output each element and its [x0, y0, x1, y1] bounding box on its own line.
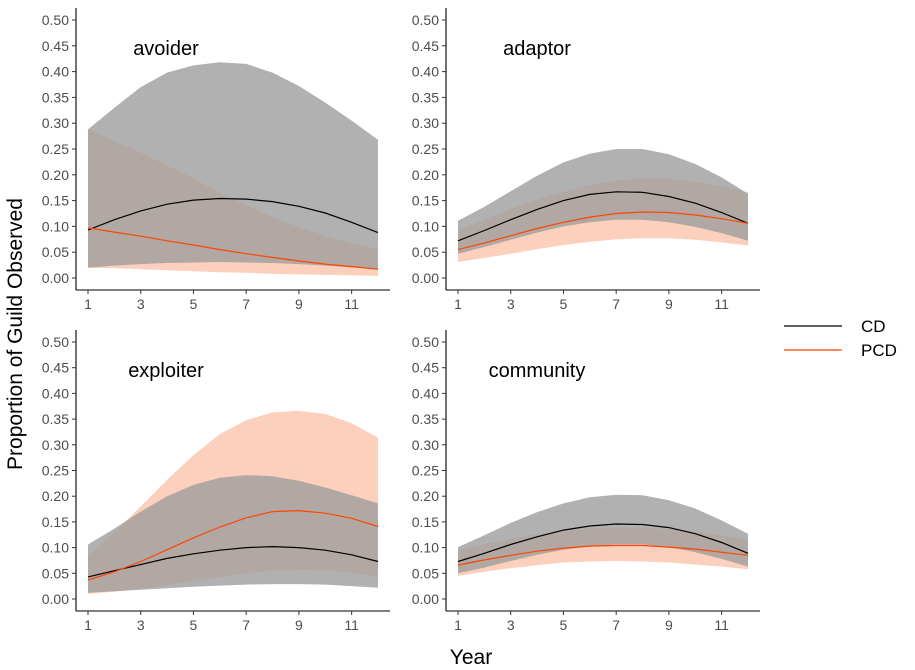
y-tick-label: 0.20	[42, 488, 69, 504]
panel-title: community	[489, 360, 586, 382]
y-tick-label: 0.50	[42, 12, 69, 28]
y-tick-label: 0.30	[42, 437, 69, 453]
y-tick-label: 0.25	[42, 463, 69, 479]
x-tick-label: 11	[344, 296, 359, 312]
y-tick-label: 0.05	[42, 565, 69, 581]
line-pcd-avoider	[87, 227, 379, 270]
x-tick-label: 11	[714, 296, 729, 312]
y-tick-label: 0.10	[42, 218, 69, 234]
panel-exploiter: 0.00 0.05 0.10 0.15 0.20 0.25 0.30 0.35 0.40 0.45…	[42, 330, 390, 633]
x-axis-title: Year	[450, 646, 492, 669]
y-tick-label: 0.25	[412, 141, 439, 157]
panel-title: adaptor	[503, 38, 571, 60]
ribbon-cd-community	[458, 494, 748, 574]
y-tick-label: 0.35	[412, 89, 439, 105]
y-tick-label: 0.30	[412, 115, 439, 131]
line-pcd-community	[457, 544, 749, 566]
panel-title: exploiter	[128, 360, 204, 382]
legend-label-cd: CD	[861, 317, 886, 336]
y-tick-label: 0.25	[42, 141, 69, 157]
y-tick-label: 0.50	[412, 334, 439, 350]
x-tick-label: 5	[190, 296, 198, 312]
y-tick-label: 0.10	[412, 540, 439, 556]
y-tick-label: 0.00	[42, 591, 69, 607]
y-tick-label: 0.40	[412, 385, 439, 401]
x-tick-label: 5	[560, 296, 568, 312]
y-tick-label: 0.45	[412, 360, 439, 376]
y-tick-label: 0.30	[42, 115, 69, 131]
x-tick-label: 7	[612, 617, 620, 633]
y-tick-label: 0.15	[412, 193, 439, 209]
y-tick-label: 0.15	[42, 193, 69, 209]
x-tick-label: 1	[84, 296, 92, 312]
y-tick-label: 0.10	[42, 540, 69, 556]
y-tick-label: 0.00	[412, 270, 439, 286]
x-tick-label: 1	[454, 617, 462, 633]
panel-avoider: 0.00 0.05 0.10 0.15 0.20 0.25 0.30 0.35 0.40 0.45…	[42, 8, 390, 312]
x-tick-label: 1	[454, 296, 462, 312]
y-tick-label: 0.40	[42, 64, 69, 80]
y-tick-label: 0.40	[412, 64, 439, 80]
x-tick-label: 9	[665, 617, 673, 633]
x-tick-label: 11	[344, 617, 359, 633]
y-tick-label: 0.35	[42, 411, 69, 427]
y-tick-label: 0.45	[412, 38, 439, 54]
line-pcd-exploiter	[87, 509, 379, 581]
panel-community: 0.00 0.05 0.10 0.15 0.20 0.25 0.30 0.35 0.40 0.45…	[412, 330, 760, 633]
x-tick-label: 3	[507, 296, 515, 312]
x-tick-label: 11	[714, 617, 729, 633]
y-axis-title: Proportion of Guild Observed	[4, 198, 27, 470]
chart-panels: 0.00 0.05 0.10 0.15 0.20 0.25 0.30 0.35 0.40 0.45…	[42, 8, 760, 633]
line-pcd-adaptor	[457, 211, 749, 251]
line-cd-community	[457, 523, 749, 563]
line-cd-avoider	[87, 197, 379, 234]
y-tick-label: 0.20	[412, 488, 439, 504]
x-tick-label: 9	[295, 296, 303, 312]
x-tick-label: 9	[295, 617, 303, 633]
y-tick-label: 0.20	[42, 167, 69, 183]
x-tick-label: 3	[507, 617, 515, 633]
ribbon-cd-adaptor	[458, 149, 748, 254]
y-tick-label: 0.45	[42, 360, 69, 376]
ribbon-cd-exploiter	[88, 475, 378, 593]
ribbon-cd-avoider	[88, 62, 378, 269]
panel-title: avoider	[133, 38, 199, 60]
line-cd-exploiter	[87, 545, 379, 578]
y-tick-label: 0.15	[42, 514, 69, 530]
y-tick-label: 0.35	[412, 411, 439, 427]
x-tick-label: 5	[560, 617, 568, 633]
y-tick-label: 0.50	[412, 12, 439, 28]
x-tick-label: 3	[137, 296, 145, 312]
legend-label-pcd: PCD	[861, 341, 897, 360]
y-tick-label: 0.35	[42, 89, 69, 105]
y-tick-label: 0.40	[42, 385, 69, 401]
y-tick-label: 0.45	[42, 38, 69, 54]
y-tick-label: 0.05	[412, 565, 439, 581]
x-tick-label: 7	[242, 296, 250, 312]
x-tick-label: 7	[612, 296, 620, 312]
panel-adaptor: 0.00 0.05 0.10 0.15 0.20 0.25 0.30 0.35 0.40 0.45…	[412, 8, 760, 312]
x-tick-label: 1	[84, 617, 92, 633]
y-tick-label: 0.50	[42, 334, 69, 350]
x-tick-label: 7	[242, 617, 250, 633]
y-tick-label: 0.15	[412, 514, 439, 530]
y-tick-label: 0.05	[42, 244, 69, 260]
y-tick-label: 0.25	[412, 463, 439, 479]
y-tick-label: 0.10	[412, 218, 439, 234]
y-tick-label: 0.05	[412, 244, 439, 260]
y-tick-label: 0.00	[42, 270, 69, 286]
x-tick-label: 5	[190, 617, 198, 633]
x-tick-label: 9	[665, 296, 673, 312]
y-tick-label: 0.30	[412, 437, 439, 453]
y-tick-label: 0.20	[412, 167, 439, 183]
x-tick-label: 3	[137, 617, 145, 633]
y-tick-label: 0.00	[412, 591, 439, 607]
legend: CD PCD	[784, 317, 897, 360]
line-cd-adaptor	[457, 191, 749, 242]
